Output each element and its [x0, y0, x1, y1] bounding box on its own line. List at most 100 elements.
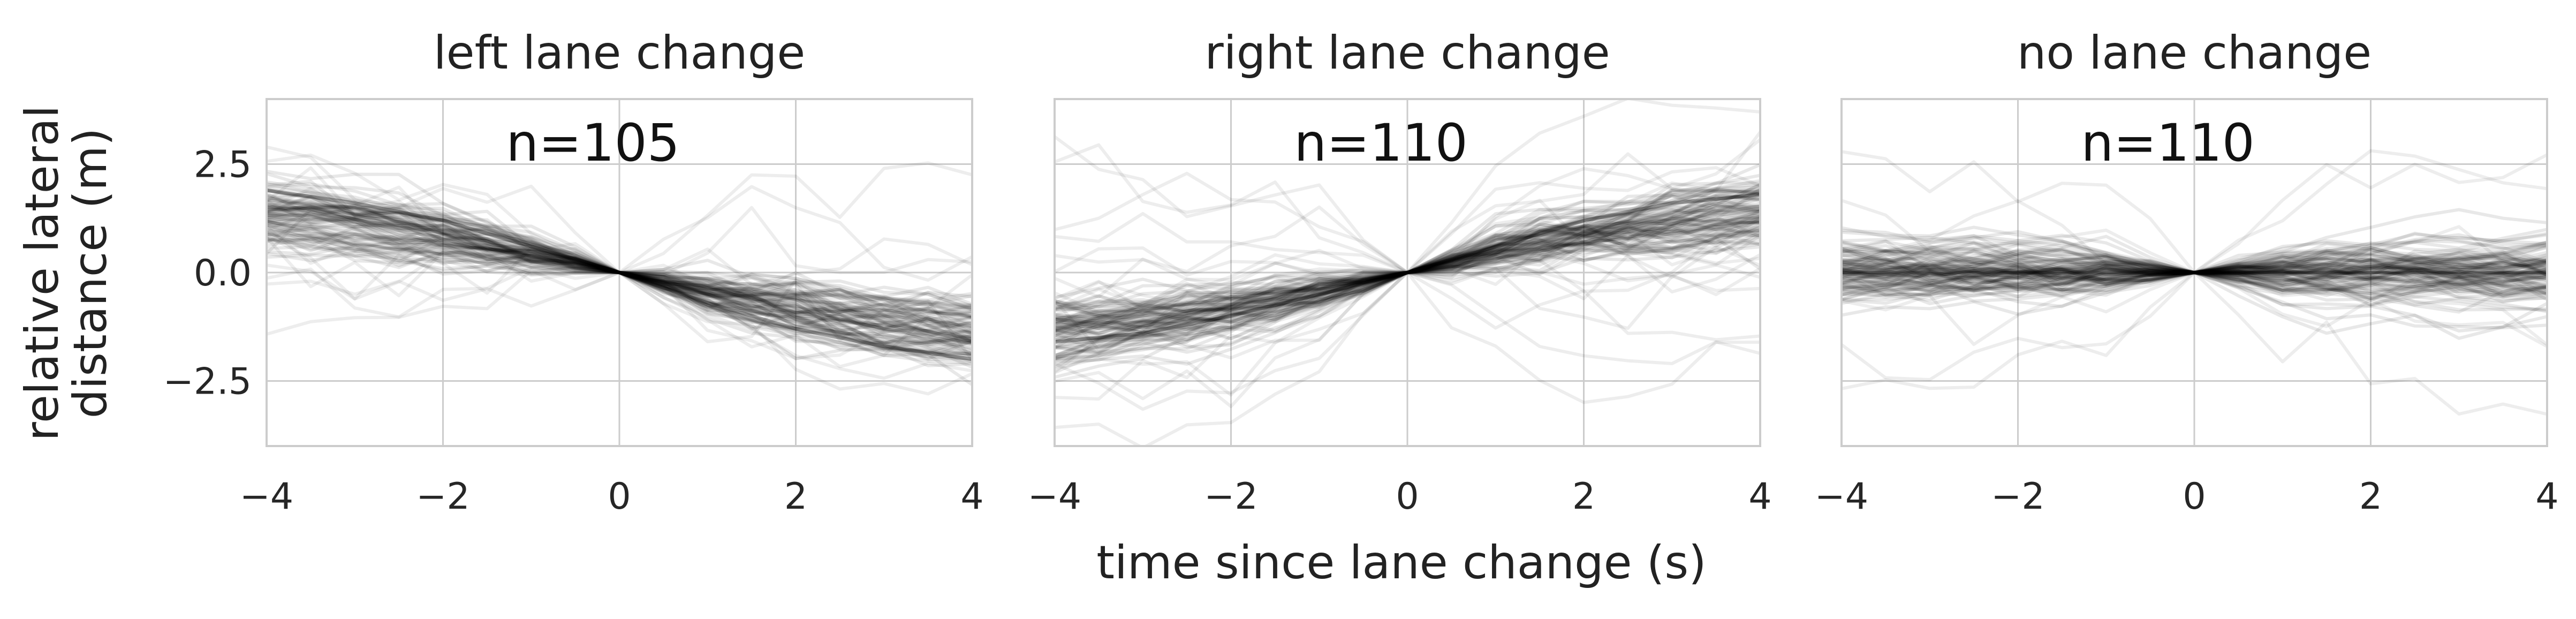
trajectory-line	[1842, 258, 2547, 290]
trajectory-line	[267, 195, 972, 344]
trajectory-line	[1842, 243, 2547, 292]
trajectory-line	[1842, 247, 2547, 283]
trajectory-line	[1842, 258, 2547, 291]
trajectory-line	[267, 187, 972, 380]
trajectory-line	[1842, 249, 2547, 284]
trajectory-line	[1842, 236, 2547, 313]
trajectory-line	[267, 250, 972, 331]
trajectory-line	[267, 185, 972, 319]
x-tick-label: 2	[1572, 475, 1595, 518]
trajectory-line	[1055, 233, 1760, 330]
trajectory-line	[267, 206, 972, 336]
trajectory-line	[267, 220, 972, 336]
trajectory-line	[267, 245, 972, 306]
trajectory-line	[1842, 251, 2547, 283]
trajectory-line	[1055, 197, 1760, 327]
trajectory-line	[1055, 240, 1760, 313]
trajectory-line	[1842, 230, 2547, 312]
trajectory-line	[1055, 215, 1760, 316]
trajectory-line	[1055, 202, 1760, 330]
trajectory-line	[1055, 171, 1760, 342]
trajectory-line	[1842, 245, 2547, 314]
trajectory-line	[267, 237, 972, 308]
trajectory-line	[1055, 187, 1760, 343]
trajectory-line	[267, 232, 972, 308]
trajectory-line	[1842, 243, 2547, 294]
trajectory-line	[267, 206, 972, 346]
trajectory-line	[1842, 254, 2547, 283]
panel-3: no lane change n=110 −4 −2 0 2 4	[1815, 26, 2559, 518]
series-line	[267, 188, 972, 361]
trajectory-line	[1055, 189, 1760, 359]
trajectory-line	[1055, 214, 1760, 330]
trajectory-line	[1055, 209, 1760, 331]
trajectory-line	[1055, 212, 1760, 300]
x-tick-label: −4	[1815, 475, 1868, 518]
trajectory-line	[1842, 228, 2547, 308]
trajectory-line	[1842, 261, 2547, 281]
trajectory-line	[1055, 220, 1760, 326]
trajectory-line	[1055, 193, 1760, 350]
trajectory-line	[267, 184, 972, 342]
trajectory-line	[1055, 225, 1760, 311]
count-annotation: n=105	[506, 113, 680, 173]
trajectory-line	[267, 199, 972, 339]
trajectory-line	[1842, 243, 2547, 290]
trajectory-line	[1055, 205, 1760, 330]
trajectory-line	[1055, 221, 1760, 409]
trajectory-line	[267, 208, 972, 328]
trajectory-line	[1842, 248, 2547, 303]
trajectory-line	[1842, 253, 2547, 283]
trajectory-line	[1842, 256, 2547, 286]
trajectory-line	[267, 209, 972, 343]
trajectory-line	[1055, 187, 1760, 354]
x-tick-label: −2	[416, 475, 469, 518]
trajectory-line	[267, 202, 972, 367]
trajectory-line	[1842, 257, 2547, 289]
trajectory-line	[267, 218, 972, 322]
trajectory-line	[1055, 190, 1760, 358]
trajectory-line	[1842, 248, 2547, 290]
trajectory-line	[267, 223, 972, 322]
trajectory-line	[1842, 232, 2547, 298]
trajectory-line	[267, 182, 972, 361]
trajectory-line	[267, 191, 972, 345]
trajectory-line	[267, 200, 972, 346]
trajectory-line	[1055, 225, 1760, 315]
trajectory-line	[1842, 247, 2547, 296]
panel-title: right lane change	[1204, 26, 1610, 80]
trajectory-line	[1055, 188, 1760, 342]
trajectory-line	[1842, 257, 2547, 290]
trajectory-line	[1055, 188, 1760, 340]
y-axis-label-line1: relative lateral	[16, 105, 69, 441]
plot-frame	[1054, 98, 1761, 447]
trajectory-group	[267, 145, 972, 396]
trajectory-line	[1055, 204, 1760, 333]
trajectory-line	[1842, 236, 2547, 296]
trajectory-line	[1055, 188, 1760, 354]
trajectory-line	[267, 236, 972, 327]
trajectory-line	[1842, 249, 2547, 292]
x-tick-label: 4	[960, 475, 983, 518]
trajectory-line	[1842, 252, 2547, 297]
trajectory-line	[1842, 259, 2547, 298]
trajectory-line	[1055, 208, 1760, 342]
trajectory-line	[267, 238, 972, 312]
trajectory-line	[1842, 240, 2547, 285]
trajectory-line	[267, 195, 972, 356]
trajectory-line	[1842, 239, 2547, 301]
trajectory-line	[1842, 254, 2547, 288]
trajectory-line	[1842, 254, 2547, 285]
trajectory-line	[267, 232, 972, 341]
trajectory-line	[1055, 199, 1760, 335]
trajectory-line	[1842, 247, 2547, 312]
trajectory-line	[1842, 256, 2547, 285]
trajectory-line	[1055, 220, 1760, 328]
trajectory-line	[267, 205, 972, 342]
trajectory-line	[267, 207, 972, 325]
count-annotation: n=110	[2081, 113, 2255, 173]
trajectory-line	[1055, 143, 1760, 365]
trajectory-line	[1842, 255, 2547, 298]
trajectory-line	[267, 219, 972, 319]
trajectory-line	[1055, 198, 1760, 357]
